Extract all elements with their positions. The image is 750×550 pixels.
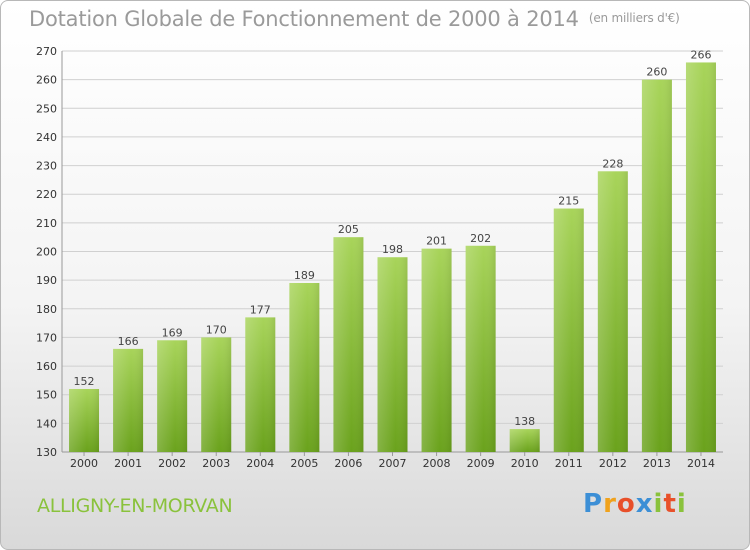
y-tick-label: 170 bbox=[36, 331, 57, 344]
x-tick-label: 2013 bbox=[643, 457, 671, 470]
logo-letter: i bbox=[676, 489, 687, 519]
x-tick-label: 2012 bbox=[599, 457, 627, 470]
y-tick-label: 190 bbox=[36, 274, 57, 287]
x-tick-label: 2014 bbox=[687, 457, 715, 470]
bar-shade-2007 bbox=[377, 257, 408, 452]
value-label: 198 bbox=[382, 243, 403, 256]
value-label: 169 bbox=[162, 326, 183, 339]
logo-letter: x bbox=[635, 489, 654, 519]
bar-shade-2008 bbox=[421, 248, 452, 452]
value-label: 138 bbox=[514, 415, 535, 428]
bar-shade-2012 bbox=[597, 171, 628, 453]
value-label: 202 bbox=[470, 232, 491, 245]
x-tick-label: 2006 bbox=[334, 457, 362, 470]
logo-letter: i bbox=[653, 489, 664, 519]
bar-shade-2004 bbox=[245, 317, 276, 452]
bar-shade-2003 bbox=[201, 337, 232, 452]
y-tick-label: 140 bbox=[36, 417, 57, 430]
value-label: 170 bbox=[206, 323, 227, 336]
y-tick-label: 240 bbox=[36, 131, 57, 144]
bar-shade-2006 bbox=[333, 237, 364, 452]
bar-shade-2009 bbox=[465, 245, 496, 452]
logo-letter: P bbox=[583, 489, 604, 519]
bar-shade-2002 bbox=[157, 340, 188, 452]
bar-shade-2001 bbox=[113, 348, 144, 452]
x-tick-label: 2001 bbox=[114, 457, 142, 470]
y-tick-label: 270 bbox=[36, 45, 57, 58]
bar-shade-2005 bbox=[289, 283, 320, 452]
y-tick-label: 250 bbox=[36, 102, 57, 115]
value-label: 152 bbox=[74, 375, 95, 388]
y-tick-label: 220 bbox=[36, 188, 57, 201]
y-tick-label: 160 bbox=[36, 360, 57, 373]
value-label: 228 bbox=[602, 157, 623, 170]
x-tick-label: 2007 bbox=[379, 457, 407, 470]
logo-letter: o bbox=[616, 489, 636, 519]
logo-letter: t bbox=[663, 489, 677, 519]
bar-shade-2011 bbox=[553, 208, 584, 452]
y-tick-label: 130 bbox=[36, 446, 57, 459]
value-label: 260 bbox=[646, 66, 667, 79]
value-label: 201 bbox=[426, 235, 447, 248]
value-label: 205 bbox=[338, 223, 359, 236]
value-label: 177 bbox=[250, 303, 271, 316]
proxiti-logo[interactable]: Proxiti bbox=[583, 489, 687, 519]
axes: 130 140 150 160 170 180 190 200 210 220 230 240 250 2… bbox=[36, 45, 723, 470]
value-label: 215 bbox=[558, 195, 579, 208]
bar-shade-2014 bbox=[685, 62, 716, 452]
y-tick-label: 260 bbox=[36, 74, 57, 87]
x-tick-label: 2008 bbox=[423, 457, 451, 470]
chart-unit: (en milliers d'€) bbox=[588, 11, 680, 25]
bar-shade-2013 bbox=[641, 79, 672, 453]
commune-name: ALLIGNY-EN-MORVAN bbox=[37, 495, 233, 517]
y-tick-label: 210 bbox=[36, 217, 57, 230]
x-tick-label: 2009 bbox=[467, 457, 495, 470]
x-tick-label: 2005 bbox=[290, 457, 318, 470]
y-tick-label: 200 bbox=[36, 246, 57, 259]
bar-shade-2010 bbox=[509, 429, 540, 452]
x-tick-label: 2003 bbox=[202, 457, 230, 470]
value-label: 189 bbox=[294, 269, 315, 282]
bars bbox=[69, 62, 716, 453]
value-label: 266 bbox=[690, 48, 711, 61]
y-tick-label: 180 bbox=[36, 303, 57, 316]
bar-shade-2000 bbox=[69, 388, 100, 452]
x-tick-label: 2011 bbox=[555, 457, 583, 470]
value-label: 166 bbox=[118, 335, 139, 348]
chart-title: Dotation Globale de Fonctionnement de 20… bbox=[29, 7, 680, 31]
y-tick-label: 150 bbox=[36, 389, 57, 402]
y-tick-label: 230 bbox=[36, 160, 57, 173]
chart-title-text: Dotation Globale de Fonctionnement de 20… bbox=[29, 7, 579, 31]
value-labels: 152 166 169 170 177 189 205 198 201 202 138 215 228 2… bbox=[74, 48, 712, 428]
x-tick-label: 2010 bbox=[511, 457, 539, 470]
x-tick-label: 2002 bbox=[158, 457, 186, 470]
x-tick-label: 2004 bbox=[246, 457, 274, 470]
logo-letter: r bbox=[603, 489, 617, 519]
x-tick-label: 2000 bbox=[70, 457, 98, 470]
